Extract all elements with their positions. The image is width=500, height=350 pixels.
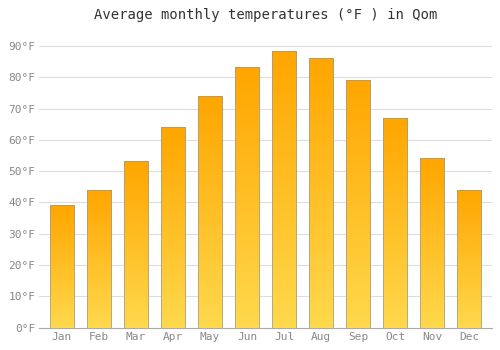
Bar [272,51,296,328]
Title: Average monthly temperatures (°F ) in Qom: Average monthly temperatures (°F ) in Qo… [94,8,438,22]
Bar [198,96,222,328]
Bar [124,161,148,328]
Bar [346,80,370,328]
Bar [50,205,74,328]
Bar [161,127,185,328]
Bar [420,158,444,328]
Bar [87,190,111,328]
Bar [309,58,333,328]
Bar [384,118,407,328]
Bar [458,190,481,328]
Bar [235,67,259,328]
